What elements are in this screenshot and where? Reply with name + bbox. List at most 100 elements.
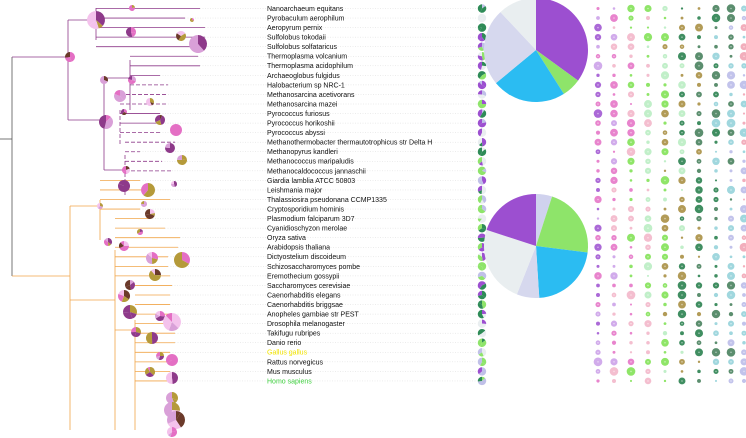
matrix-dot-mark	[743, 84, 745, 86]
matrix-dot-mark	[647, 246, 649, 249]
pie-slice	[482, 71, 486, 76]
pie-slice	[120, 90, 127, 101]
matrix-dot-mark	[647, 160, 649, 163]
node-pie	[125, 280, 135, 290]
matrix-dot-mark	[681, 122, 683, 124]
pie-slice	[536, 194, 553, 246]
pie-slice	[65, 52, 70, 58]
pie-slice	[189, 35, 205, 53]
matrix-dot-mark	[730, 275, 732, 277]
pie-slice	[155, 115, 160, 123]
matrix-dot-mark	[664, 112, 666, 115]
matrix-dot	[739, 367, 746, 376]
matrix-dot-mark	[664, 361, 666, 363]
matrix-dot-mark	[743, 332, 745, 335]
node-pie	[140, 201, 148, 208]
matrix-dot-mark	[647, 370, 649, 373]
matrix-dot	[663, 302, 667, 307]
node-pie	[118, 180, 131, 192]
pie-slice	[482, 147, 486, 152]
species-label: Eremothecium gossypii	[267, 273, 340, 280]
pie-slice	[477, 271, 482, 278]
matrix-dot-mark	[613, 112, 615, 115]
matrix-dot	[714, 26, 718, 30]
pie-slice	[477, 207, 486, 214]
matrix-dot	[629, 179, 633, 182]
pie-slice	[129, 5, 135, 12]
matrix-dot	[714, 322, 718, 326]
matrix-dot-mark	[664, 246, 666, 249]
pie-slice	[477, 243, 482, 250]
matrix-dot	[742, 121, 746, 125]
matrix-dot	[646, 54, 650, 58]
pie-slice	[477, 367, 482, 375]
tree-branches	[0, 8, 205, 430]
matrix-dot-mark	[630, 65, 632, 67]
matrix-dot-mark	[681, 265, 683, 268]
species-label: Arabidopsis thaliana	[267, 245, 330, 252]
species-label: Schizosaccharomyces pombe	[267, 264, 360, 271]
pie-slice	[482, 32, 487, 41]
mini-pie	[477, 376, 487, 386]
node-pie	[165, 392, 178, 404]
node-pie	[114, 90, 127, 103]
species-label: Pyrococcus horikoshii	[267, 121, 335, 128]
pie-slice	[478, 252, 482, 257]
pie-slice	[479, 323, 487, 328]
matrix-dot-mark	[597, 341, 599, 344]
pie-slice	[480, 199, 485, 204]
matrix-dot-mark	[664, 294, 666, 296]
pie-slice	[478, 371, 482, 376]
matrix-dot	[697, 379, 701, 383]
matrix-dot-mark	[715, 313, 717, 315]
pie-slice	[482, 13, 487, 22]
matrix-dot	[629, 264, 633, 269]
mini-pie	[477, 348, 487, 357]
matrix-dot-mark	[597, 36, 599, 38]
matrix-dot	[680, 73, 684, 77]
pie-slice	[477, 233, 482, 238]
pie-slice	[118, 290, 124, 296]
matrix-dot	[646, 178, 650, 183]
matrix-dot-mark	[597, 65, 599, 67]
matrix-dot-mark	[743, 236, 745, 239]
matrix-dot	[595, 321, 601, 326]
matrix-dot-mark	[647, 303, 649, 306]
pie-slice	[536, 196, 588, 253]
mini-pie	[477, 329, 487, 338]
pie-slice	[536, 0, 588, 81]
pie-slice	[119, 242, 124, 249]
pie-slice	[167, 411, 176, 424]
matrix-dot	[596, 264, 600, 268]
pie-slice	[100, 76, 108, 84]
matrix-dot-mark	[730, 370, 732, 373]
pie-slice	[190, 20, 194, 22]
matrix-dot-mark	[681, 227, 683, 229]
matrix-dot	[595, 130, 601, 135]
pie-slice	[87, 11, 96, 26]
pie-slice	[106, 115, 111, 122]
pie-slice	[516, 246, 540, 299]
matrix-dot-mark	[630, 36, 632, 38]
pie-slice	[120, 241, 124, 246]
matrix-dot	[697, 293, 701, 297]
pie-slice	[482, 90, 487, 96]
pie-slice	[482, 4, 486, 9]
matrix-dot	[646, 92, 650, 96]
mini-pie	[477, 185, 487, 195]
pie-slice	[131, 32, 136, 37]
pie-slice	[482, 99, 487, 104]
pie-slice	[140, 203, 146, 208]
pie-slice	[477, 177, 484, 185]
pie-slice	[124, 290, 130, 300]
pie-slice	[482, 262, 487, 271]
matrix-dot-mark	[630, 131, 632, 134]
matrix-dot-mark	[613, 160, 615, 163]
pie-slice	[181, 31, 186, 36]
matrix-dot	[697, 226, 701, 230]
matrix-dot-mark	[743, 141, 745, 143]
pie-slice	[479, 110, 487, 118]
matrix-dot	[742, 255, 746, 259]
pie-slice	[178, 33, 187, 42]
matrix-dot-mark	[698, 65, 700, 67]
